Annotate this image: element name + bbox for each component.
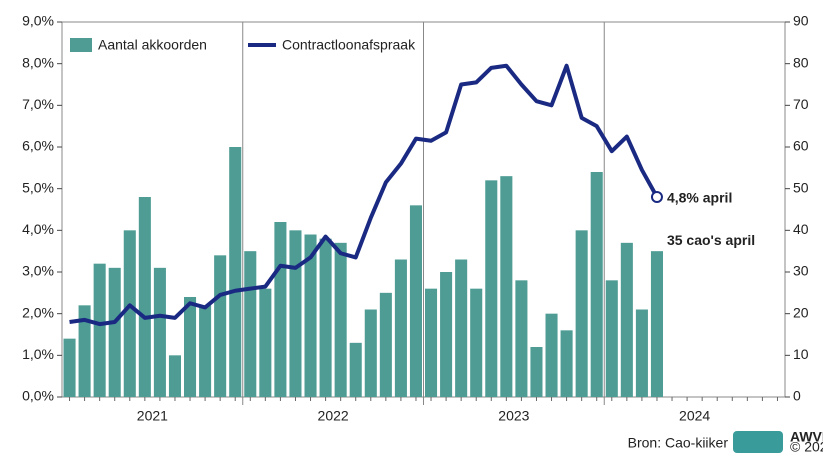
y2-tick-label: 60 bbox=[793, 138, 809, 154]
bar bbox=[108, 267, 121, 397]
x-year-label: 2024 bbox=[679, 408, 710, 424]
y2-tick-label: 50 bbox=[793, 179, 809, 195]
bar bbox=[545, 313, 558, 397]
y2-tick-label: 30 bbox=[793, 263, 809, 279]
annotation: 35 cao's april bbox=[667, 232, 755, 248]
bar bbox=[379, 292, 392, 397]
y2-tick-label: 10 bbox=[793, 346, 809, 362]
source: Bron: Cao-kiiker bbox=[628, 435, 729, 451]
logo-sub: © 2024 bbox=[790, 439, 823, 454]
y-tick-label: 4,0% bbox=[22, 221, 54, 237]
bar bbox=[409, 205, 422, 397]
bar bbox=[530, 347, 543, 397]
y2-tick-label: 0 bbox=[793, 388, 801, 404]
bar bbox=[650, 251, 663, 397]
bar bbox=[364, 309, 377, 397]
y-tick-label: 3,0% bbox=[22, 263, 54, 279]
bar bbox=[605, 280, 618, 397]
x-year-label: 2023 bbox=[498, 408, 529, 424]
bar bbox=[168, 355, 181, 397]
bar bbox=[470, 288, 483, 397]
bar bbox=[78, 305, 91, 397]
bar bbox=[274, 222, 287, 397]
y2-tick-label: 80 bbox=[793, 54, 809, 70]
bar bbox=[349, 342, 362, 397]
bar bbox=[199, 305, 212, 397]
legend-label: Aantal akkoorden bbox=[98, 37, 207, 53]
legend-label: Contractloonafspraak bbox=[282, 37, 416, 53]
bar bbox=[319, 238, 332, 397]
annotation: 4,8% april bbox=[667, 190, 732, 206]
bar bbox=[93, 263, 106, 397]
y-tick-label: 8,0% bbox=[22, 54, 54, 70]
bar bbox=[560, 330, 573, 397]
bar bbox=[138, 197, 151, 397]
y-tick-label: 5,0% bbox=[22, 179, 54, 195]
bar bbox=[440, 272, 453, 397]
bar bbox=[620, 242, 633, 397]
y-tick-label: 0,0% bbox=[22, 388, 54, 404]
bar bbox=[485, 180, 498, 397]
bar bbox=[635, 309, 648, 397]
bar bbox=[590, 172, 603, 397]
bar bbox=[394, 259, 407, 397]
y-tick-label: 7,0% bbox=[22, 96, 54, 112]
y-tick-label: 2,0% bbox=[22, 304, 54, 320]
bar bbox=[500, 176, 513, 397]
bar bbox=[259, 288, 272, 397]
y-tick-label: 6,0% bbox=[22, 138, 54, 154]
bar bbox=[123, 230, 136, 397]
bar bbox=[334, 242, 347, 397]
y2-tick-label: 20 bbox=[793, 304, 809, 320]
bar bbox=[304, 234, 317, 397]
y2-tick-label: 40 bbox=[793, 221, 809, 237]
bar bbox=[229, 147, 242, 397]
bar bbox=[244, 251, 257, 397]
y2-tick-label: 90 bbox=[793, 13, 809, 29]
line bbox=[69, 63, 659, 327]
x-year-label: 2021 bbox=[137, 408, 168, 424]
bar bbox=[425, 288, 438, 397]
bar bbox=[63, 338, 76, 397]
bar bbox=[153, 267, 166, 397]
bar bbox=[575, 230, 588, 397]
y-tick-label: 9,0% bbox=[22, 13, 54, 29]
x-year-label: 2022 bbox=[318, 408, 349, 424]
logo-box bbox=[733, 431, 783, 453]
bar bbox=[214, 255, 227, 397]
bar bbox=[515, 280, 528, 397]
y2-tick-label: 70 bbox=[793, 96, 809, 112]
bar bbox=[289, 230, 302, 397]
legend-swatch bbox=[70, 38, 92, 52]
end-marker bbox=[650, 191, 663, 203]
bar bbox=[455, 259, 468, 397]
logo: AWVN bbox=[790, 429, 823, 445]
bar bbox=[184, 297, 197, 397]
y-tick-label: 1,0% bbox=[22, 346, 54, 362]
